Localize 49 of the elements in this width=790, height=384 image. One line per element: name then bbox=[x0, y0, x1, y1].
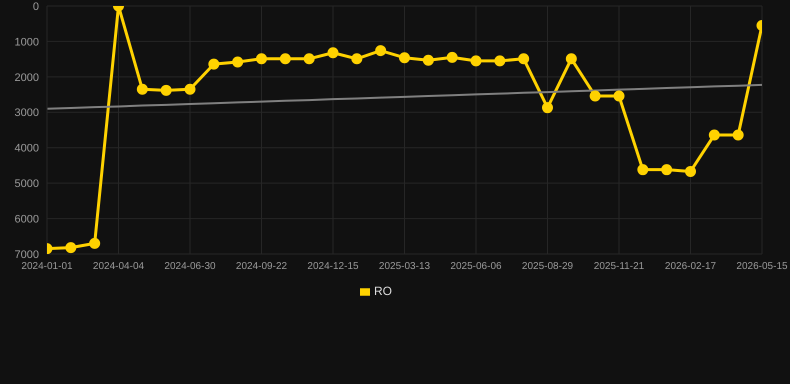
x-tick-label: 2026-05-15 bbox=[736, 261, 788, 272]
y-tick-label: 6000 bbox=[14, 213, 39, 226]
point bbox=[232, 56, 244, 68]
point bbox=[661, 164, 672, 176]
point bbox=[708, 129, 720, 140]
y-tick-label: 1000 bbox=[14, 36, 39, 48]
point bbox=[590, 90, 601, 102]
point bbox=[304, 53, 315, 64]
x-tick-label: 2025-11-21 bbox=[594, 261, 645, 272]
x-tick-label: 2024-04-04 bbox=[92, 261, 145, 272]
point bbox=[637, 164, 648, 176]
y-tick-label: 0 bbox=[32, 0, 39, 13]
x-tick-label: 2025-06-06 bbox=[450, 261, 502, 272]
point bbox=[89, 238, 100, 249]
point bbox=[494, 55, 506, 66]
point bbox=[208, 58, 220, 70]
x-tick-label: 2024-06-30 bbox=[164, 261, 216, 272]
y-tick-label: 7000 bbox=[14, 248, 39, 261]
point bbox=[518, 53, 530, 64]
y-tick-label: 5000 bbox=[14, 178, 39, 190]
point bbox=[542, 102, 553, 114]
x-tick-label: 2024-01-01 bbox=[21, 261, 74, 272]
x-tick-label: 2026-02-17 bbox=[664, 261, 717, 272]
point bbox=[470, 55, 482, 66]
x-tick-label: 2024-09-22 bbox=[236, 261, 288, 272]
point bbox=[566, 53, 577, 64]
x-tick-label: 2025-03-13 bbox=[378, 261, 431, 272]
point bbox=[732, 129, 744, 140]
point bbox=[375, 45, 386, 56]
line-series bbox=[47, 84, 762, 110]
point bbox=[685, 166, 696, 177]
point bbox=[184, 84, 196, 95]
x-tick-label: 2024-12-15 bbox=[307, 261, 360, 272]
point bbox=[351, 53, 362, 64]
legend-label: RO bbox=[374, 284, 392, 298]
point bbox=[256, 53, 267, 64]
point bbox=[399, 52, 410, 64]
point bbox=[136, 84, 148, 95]
point bbox=[65, 242, 76, 254]
y-tick-label: 2000 bbox=[14, 72, 39, 84]
x-tick-label: 2025-08-29 bbox=[522, 261, 574, 272]
y-tick-label: 3000 bbox=[14, 107, 39, 120]
point bbox=[614, 90, 624, 102]
point bbox=[446, 52, 458, 63]
point bbox=[160, 84, 172, 96]
point bbox=[280, 53, 291, 64]
point bbox=[422, 54, 434, 66]
y-tick-label: 4000 bbox=[14, 142, 39, 155]
point bbox=[328, 47, 338, 58]
